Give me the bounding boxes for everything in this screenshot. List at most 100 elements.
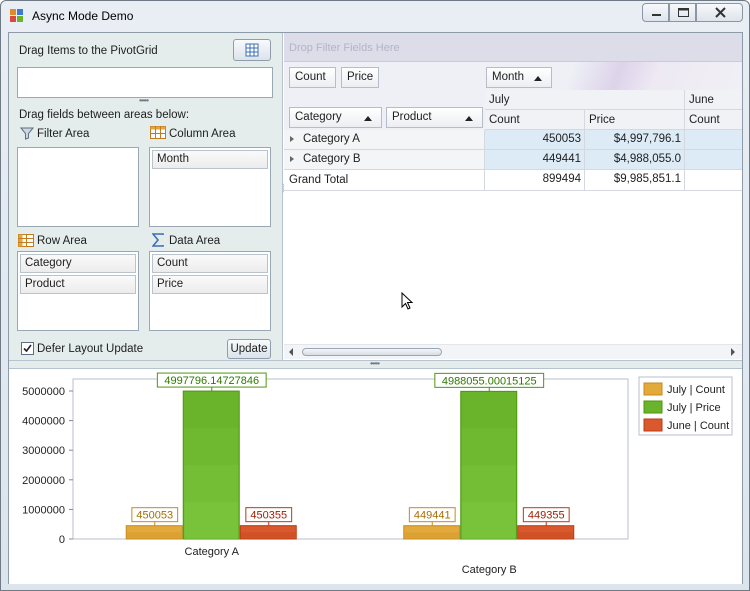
y-tick-label: 5000000	[22, 386, 65, 398]
mouse-cursor-icon	[401, 292, 414, 310]
scroll-right-icon[interactable]	[730, 348, 736, 356]
update-button[interactable]: Update	[227, 339, 271, 359]
product-field-label: Product	[392, 111, 432, 123]
cell-a-june-count[interactable]	[685, 130, 742, 150]
pivot-grid: Drop Filter Fields Here Count Price Mont…	[284, 33, 742, 360]
data-label: 449441	[414, 510, 451, 522]
y-tick-label: 2000000	[22, 475, 65, 487]
cell-a-july-count[interactable]: 450053	[485, 130, 585, 150]
grand-total-june-count[interactable]	[685, 170, 742, 191]
measure-header-july-price[interactable]: Price	[585, 110, 685, 130]
legend-label[interactable]: July | Count	[667, 384, 725, 396]
defer-checkbox[interactable]	[21, 342, 34, 355]
column-field-month[interactable]: Month	[152, 150, 268, 169]
scroll-left-icon[interactable]	[288, 348, 294, 356]
grand-total-price[interactable]: $9,985,851.1	[585, 170, 685, 191]
data-area-label: Data Area	[169, 235, 221, 247]
bar-chart: 0 1000000 2000000 3000000 4000000 5000000 4500…	[22, 372, 733, 576]
legend-label[interactable]: July | Price	[667, 402, 721, 414]
field-list-panel: Drag Items to the PivotGrid ••••• Drag f…	[9, 33, 283, 360]
row-area-icon	[18, 234, 34, 247]
bar-band	[404, 532, 459, 538]
bar-band	[184, 502, 239, 539]
sort-ascending-icon	[364, 116, 372, 121]
close-icon	[715, 7, 726, 18]
maximize-icon	[678, 8, 689, 17]
data-header-count[interactable]: Count	[289, 67, 336, 88]
app-icon	[10, 9, 23, 22]
column-header-july[interactable]: July	[485, 90, 685, 110]
legend-swatch	[643, 400, 663, 414]
row-label: Category B	[303, 153, 361, 165]
title-bar[interactable]: Async Mode Demo	[1, 1, 749, 31]
layout-grid-icon	[245, 43, 259, 57]
x-category-label: Category B	[462, 564, 517, 576]
column-area-box[interactable]: Month	[149, 147, 271, 227]
column-area-icon	[150, 126, 166, 139]
filter-icon	[20, 127, 34, 140]
horizontal-scrollbar[interactable]	[284, 344, 742, 359]
column-field-month-button[interactable]: Month	[486, 67, 552, 88]
horizontal-splitter[interactable]: •••••	[9, 359, 742, 368]
month-field-label: Month	[492, 71, 524, 83]
checkmark-icon	[23, 344, 32, 353]
layout-button[interactable]	[233, 39, 271, 61]
row-field-product-button[interactable]: Product	[386, 107, 483, 128]
window-title: Async Mode Demo	[32, 9, 134, 23]
client-area: Drag Items to the PivotGrid ••••• Drag f…	[8, 32, 743, 584]
minimize-icon	[652, 14, 661, 16]
row-area-label: Row Area	[37, 235, 87, 247]
x-category-label: Category A	[185, 546, 240, 558]
cell-a-july-price[interactable]: $4,997,796.1	[585, 130, 685, 150]
data-label: 450053	[136, 510, 173, 522]
bar-band	[127, 532, 182, 538]
scrollbar-thumb[interactable]	[302, 348, 442, 356]
fieldlist-splitter[interactable]: •••••	[139, 96, 149, 105]
row-field-category[interactable]: Category	[20, 254, 136, 273]
cell-b-june-count[interactable]	[685, 150, 742, 170]
cell-b-july-price[interactable]: $4,988,055.0	[585, 150, 685, 170]
row-header-category-b[interactable]: Category B	[284, 150, 485, 170]
data-label: 450355	[250, 510, 287, 522]
grand-total-label: Grand Total	[284, 170, 485, 191]
sort-ascending-icon	[465, 116, 473, 121]
legend-swatch	[643, 382, 663, 396]
y-tick-label: 0	[59, 534, 65, 546]
chart-panel: 0 1000000 2000000 3000000 4000000 5000000 4500…	[9, 368, 742, 584]
data-label: 449355	[528, 510, 565, 522]
data-header-price[interactable]: Price	[341, 67, 379, 88]
drag-items-label: Drag Items to the PivotGrid	[19, 45, 158, 57]
y-tick-label: 4000000	[22, 416, 65, 428]
row-field-category-button[interactable]: Category	[289, 107, 382, 128]
data-area-box[interactable]: Count Price	[149, 251, 271, 331]
expand-icon[interactable]	[290, 156, 294, 162]
measure-header-june-count[interactable]: Count	[685, 110, 742, 130]
filter-drop-zone[interactable]: Drop Filter Fields Here	[284, 33, 742, 62]
bar-band	[184, 428, 239, 466]
close-button[interactable]	[696, 3, 743, 22]
measure-header-july-count[interactable]: Count	[485, 110, 585, 130]
filter-area-box[interactable]	[17, 147, 139, 227]
maximize-button[interactable]	[669, 3, 696, 22]
data-field-price[interactable]: Price	[152, 275, 268, 294]
grand-total-count[interactable]: 899494	[485, 170, 585, 191]
sort-ascending-icon	[534, 76, 542, 81]
minimize-button[interactable]	[642, 3, 669, 22]
cell-b-july-count[interactable]: 449441	[485, 150, 585, 170]
legend-label[interactable]: June | Count	[667, 420, 729, 432]
category-field-label: Category	[295, 111, 342, 123]
row-area-box[interactable]: Category Product	[17, 251, 139, 331]
data-label: 4988055.00015125	[442, 375, 537, 387]
data-label: 4997796.14727846	[164, 375, 259, 387]
data-label-box	[131, 507, 179, 523]
bar-band	[461, 502, 516, 539]
column-header-june[interactable]: June	[685, 90, 742, 110]
vertical-splitter[interactable]: •••••	[280, 183, 289, 203]
hidden-fields-box[interactable]	[17, 67, 273, 98]
data-label-box	[408, 507, 456, 523]
row-field-product[interactable]: Product	[20, 275, 136, 294]
expand-icon[interactable]	[290, 136, 294, 142]
data-field-count[interactable]: Count	[152, 254, 268, 273]
row-header-category-a[interactable]: Category A	[284, 130, 485, 150]
